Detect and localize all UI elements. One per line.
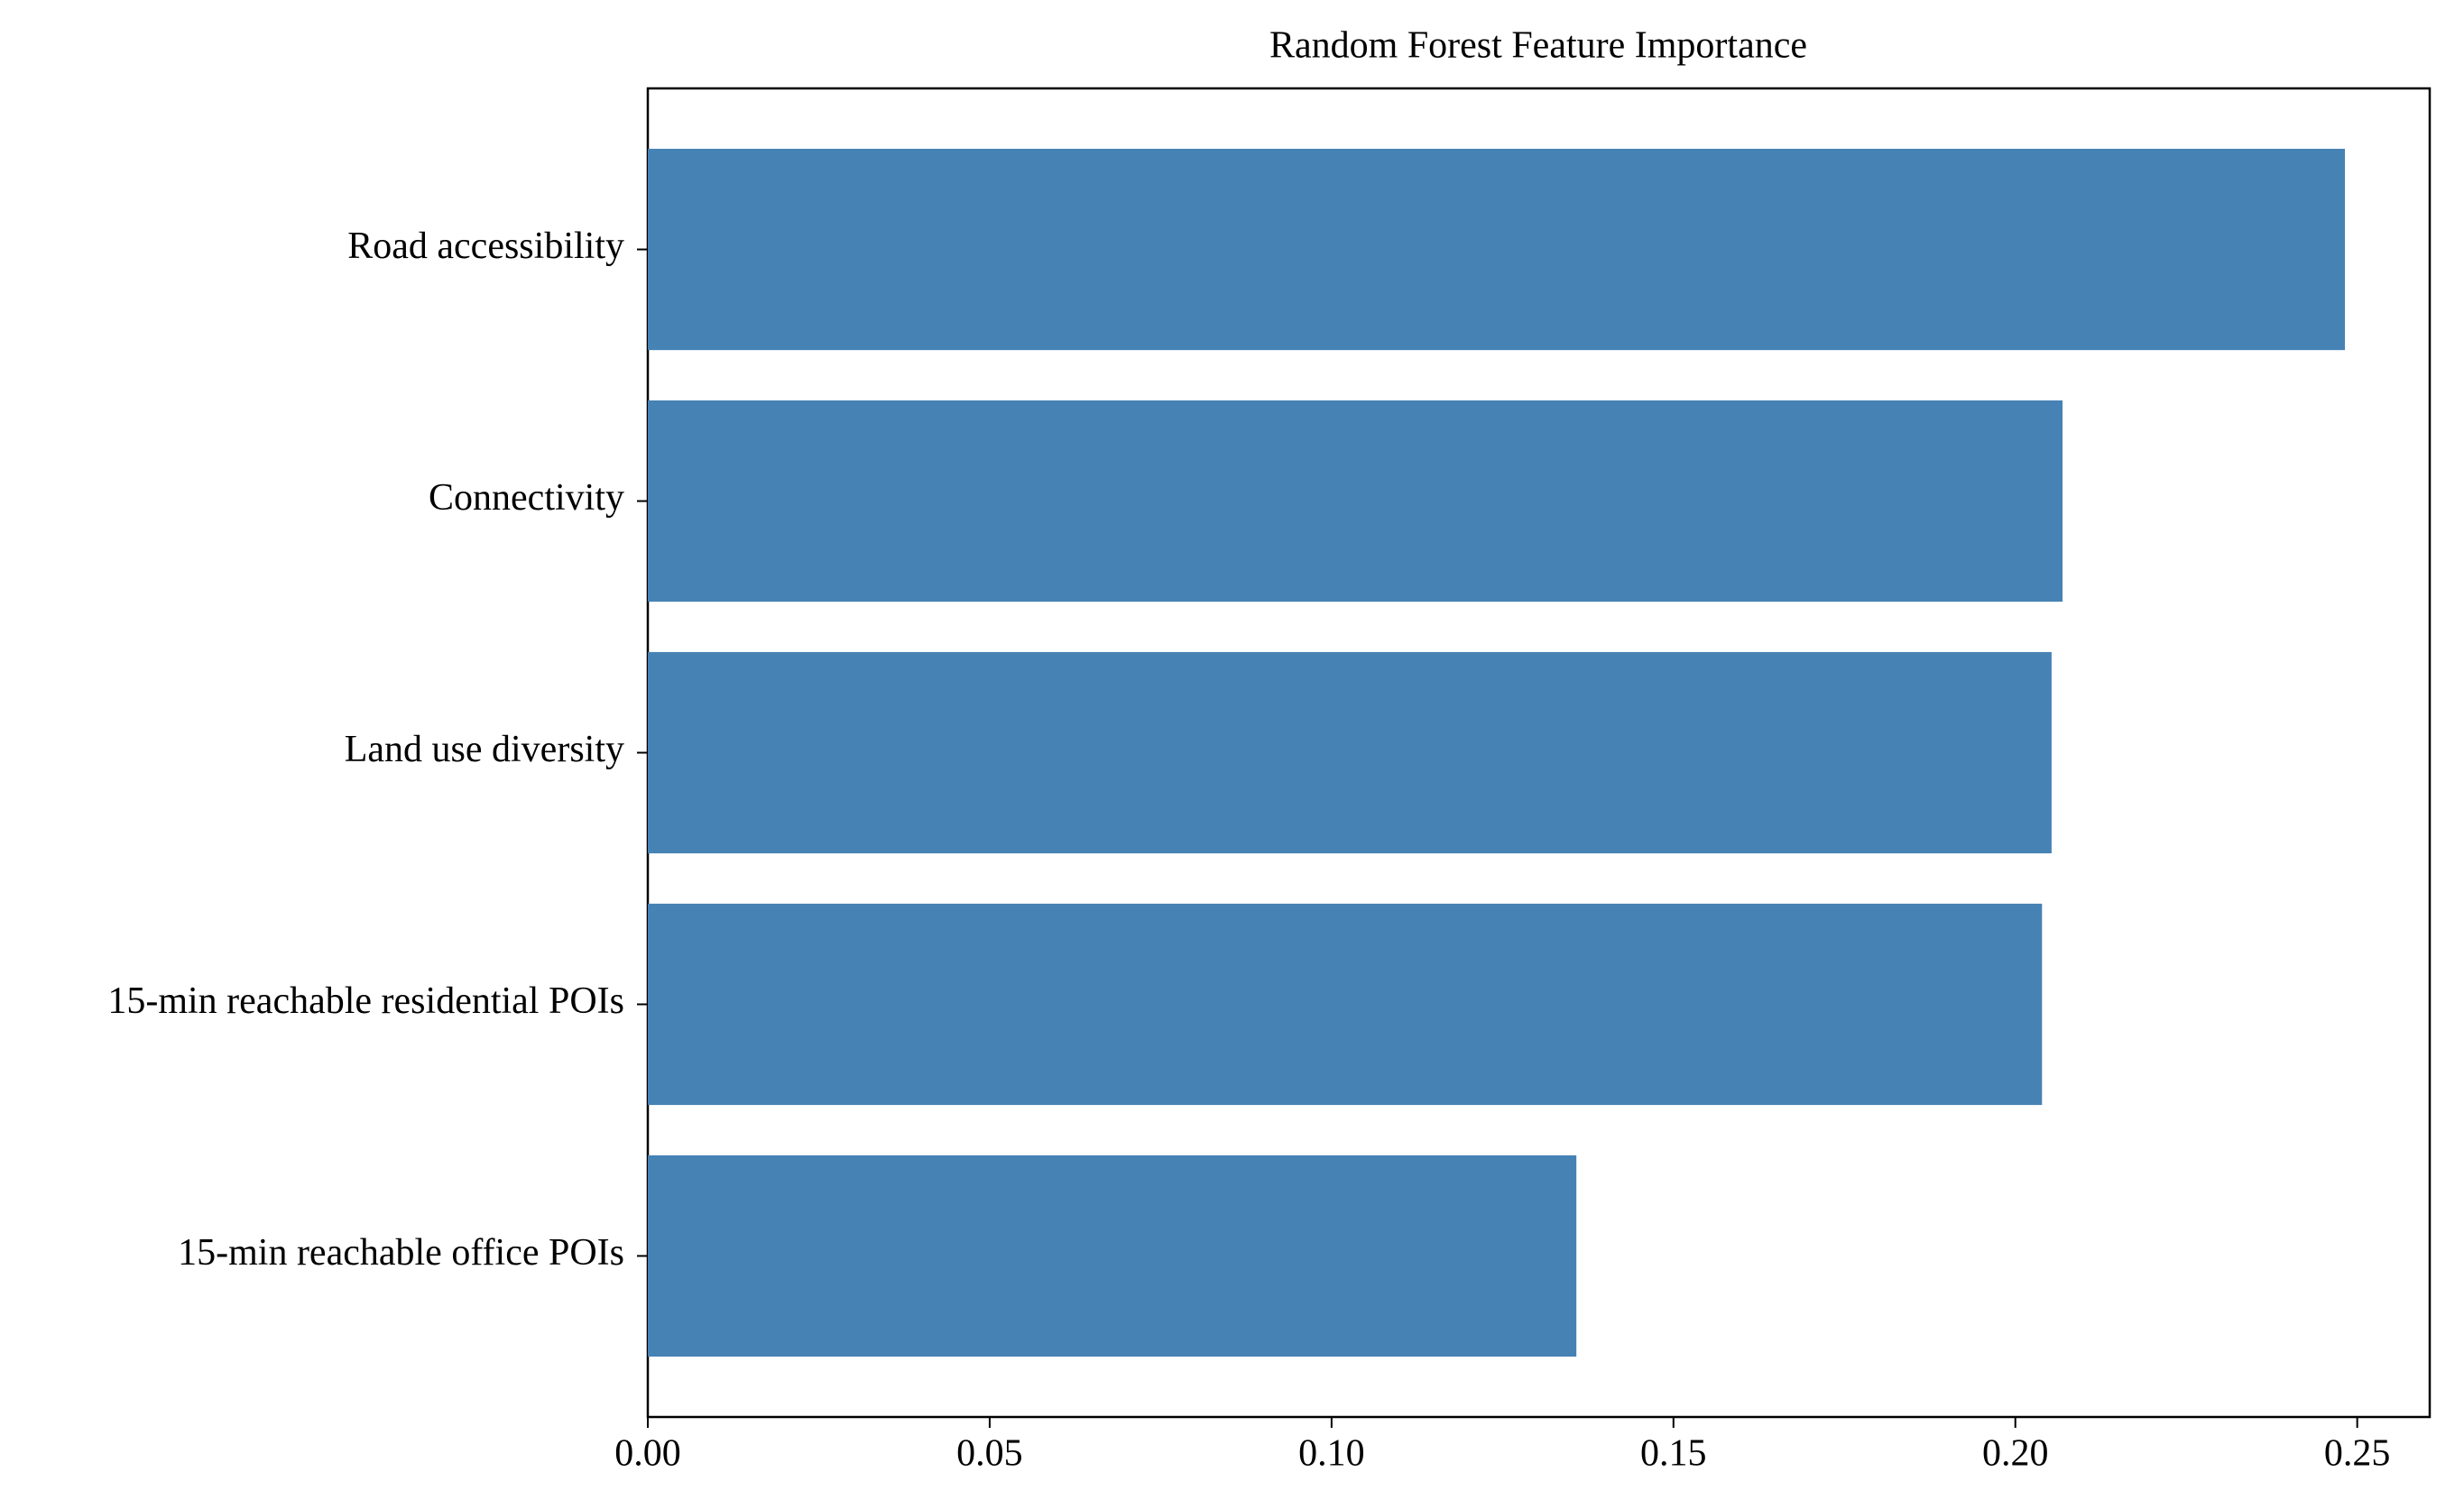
x-tick-label: 0.05 bbox=[956, 1433, 1023, 1475]
x-tick-label: 0.20 bbox=[1982, 1433, 2049, 1475]
bar bbox=[648, 148, 2346, 351]
y-tick-label: Connectivity bbox=[429, 477, 624, 519]
bar bbox=[648, 1155, 1577, 1357]
bar bbox=[648, 903, 2043, 1106]
y-tick-label: 15-min reachable office POIs bbox=[178, 1232, 624, 1274]
y-tick-label: Land use diversity bbox=[345, 729, 624, 770]
bar bbox=[648, 651, 2052, 854]
y-tick-label: Road accessibility bbox=[347, 225, 624, 267]
x-tick-label: 0.15 bbox=[1640, 1433, 1707, 1475]
x-tick-label: 0.10 bbox=[1298, 1433, 1365, 1475]
x-tick-label: 0.00 bbox=[614, 1433, 681, 1475]
y-tick-label: 15-min reachable residential POIs bbox=[107, 980, 624, 1022]
x-tick-label: 0.25 bbox=[2324, 1433, 2391, 1475]
bar bbox=[648, 400, 2063, 603]
chart-title: Random Forest Feature Importance bbox=[1269, 25, 1807, 67]
